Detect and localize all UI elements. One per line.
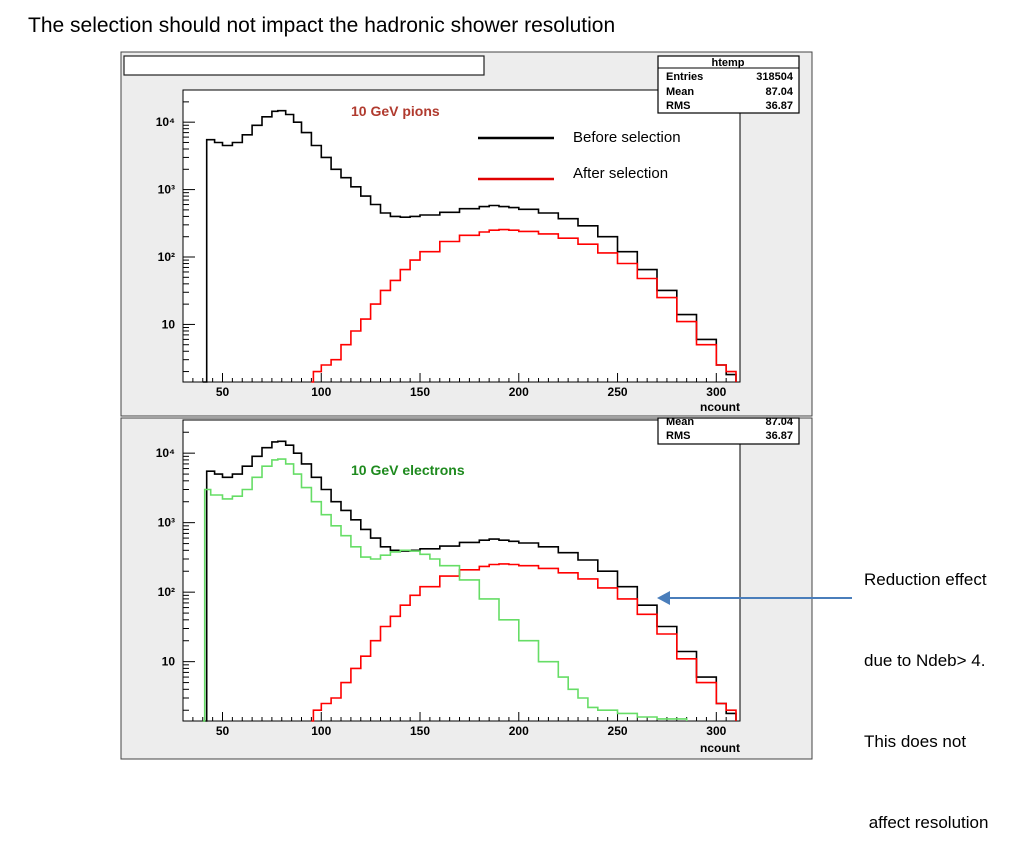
lower-y-tick-label: 10² <box>158 585 175 599</box>
upper-x-tick-label: 200 <box>509 385 529 399</box>
lower-y-tick-label: 10 <box>162 655 176 669</box>
upper-y-tick-label: 10 <box>162 317 176 331</box>
upper-plot-pad: 50 100 150 200 250 300 10 10² 10³ 10⁴ 10 GeV pion… <box>120 51 813 417</box>
stats-label-rms: RMS <box>666 100 690 112</box>
legend-label-before: Before selection <box>573 129 681 146</box>
lower-y-tick-label: 10⁴ <box>156 446 175 460</box>
lower-histogram-curves <box>202 440 737 722</box>
stats-box-frame <box>657 55 800 114</box>
pions-label: 10 GeV pions <box>351 103 440 119</box>
upper-y-tick-label: 10² <box>158 250 175 264</box>
stats-box-partial: Mean 87.04 RMS 36.87 <box>657 416 800 445</box>
stats-label-entries: Entries <box>666 71 703 83</box>
slide-title: The selection should not impact the hadr… <box>28 14 616 37</box>
upper-x-tick-label: 300 <box>706 385 726 399</box>
lower-series-1 <box>311 563 737 722</box>
stats-partial-value-rms: 36.87 <box>765 430 793 442</box>
legend: Before selection After selection <box>478 129 681 182</box>
lower-series-2 <box>202 458 688 722</box>
upper-x-tick-label: 150 <box>410 385 430 399</box>
upper-x-tick-label: 100 <box>311 385 331 399</box>
lower-x-axis-label: ncount <box>700 741 740 755</box>
lower-x-tick-label: 50 <box>216 724 230 738</box>
side-note-line-3: This does not <box>864 732 967 751</box>
lower-x-tick-label: 250 <box>608 724 628 738</box>
lower-x-tick-label: 150 <box>410 724 430 738</box>
side-note-line-4: affect resolution <box>864 813 989 832</box>
upper-plot-frame <box>182 89 741 383</box>
empty-title-box <box>123 55 485 76</box>
side-note-line-2: due to Ndeb> 4. <box>864 651 986 670</box>
stats-partial-label-mean: Mean <box>666 416 694 428</box>
stats-box: htemp Entries 318504 Mean 87.04 RMS 36.8… <box>657 55 800 114</box>
lower-x-tick-label: 100 <box>311 724 331 738</box>
plots-canvas: 50 100 150 200 250 300 10 10² 10³ 10⁴ 10 GeV pion… <box>120 51 852 760</box>
arrow-head <box>657 591 670 605</box>
electrons-label: 10 GeV electrons <box>351 462 465 478</box>
upper-x-tick-label: 50 <box>216 385 230 399</box>
lower-x-tick-label: 200 <box>509 724 529 738</box>
stats-value-entries: 318504 <box>756 71 794 83</box>
lower-plot-pad: 50 100 150 200 250 300 10 10² 10³ 10⁴ 10 GeV elec… <box>120 416 813 760</box>
upper-series-1 <box>311 228 737 383</box>
side-note-line-1: Reduction effect <box>864 570 987 589</box>
lower-axis-ticks: 50 100 150 200 250 300 10 10² 10³ 10⁴ <box>156 419 737 738</box>
upper-x-axis-label: ncount <box>700 400 740 414</box>
upper-x-tick-label: 250 <box>608 385 628 399</box>
stats-value-mean: 87.04 <box>765 86 793 98</box>
upper-y-tick-label: 10³ <box>158 183 175 197</box>
upper-y-tick-label: 10⁴ <box>156 115 175 129</box>
upper-histogram-curves <box>202 109 737 383</box>
lower-x-tick-label: 300 <box>706 724 726 738</box>
annotation-arrow <box>657 591 852 605</box>
lower-y-tick-label: 10³ <box>158 516 175 530</box>
upper-axis-ticks: 50 100 150 200 250 300 10 10² 10³ 10⁴ <box>156 89 737 399</box>
stats-title: htemp <box>712 57 745 69</box>
stats-value-rms: 36.87 <box>765 100 793 112</box>
stats-box-partial-frame <box>657 417 800 445</box>
stats-partial-label-rms: RMS <box>666 430 690 442</box>
legend-label-after: After selection <box>573 165 668 182</box>
upper-series-0 <box>202 109 737 383</box>
stats-label-mean: Mean <box>666 86 694 98</box>
side-note: Reduction effect due to Ndeb> 4. This do… <box>864 512 988 863</box>
stats-partial-value-mean: 87.04 <box>765 416 793 428</box>
